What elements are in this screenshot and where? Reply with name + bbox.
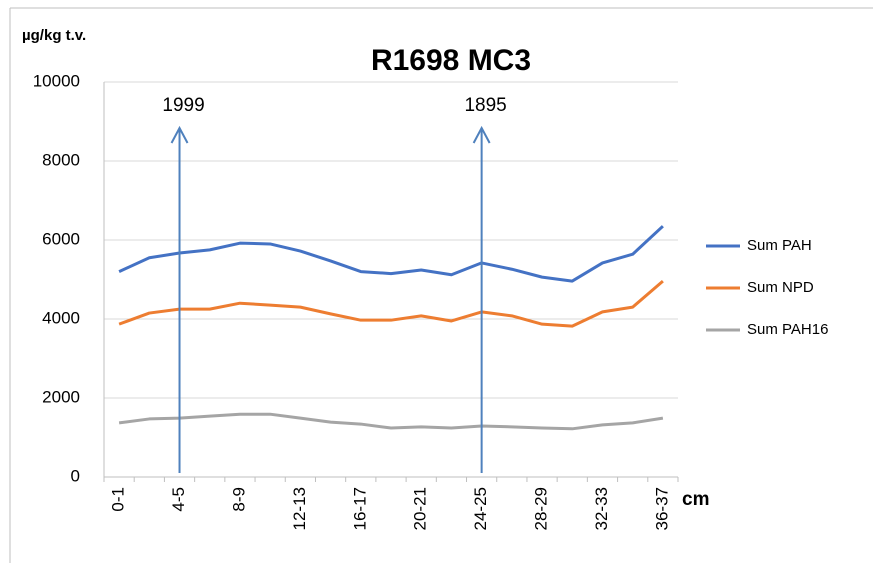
annotation-arrowhead (472, 125, 491, 144)
annotation-label: 1999 (162, 95, 204, 116)
legend-label: Sum PAH16 (747, 321, 828, 338)
y-tick-label: 10000 (33, 71, 80, 90)
y-tick-label: 8000 (42, 150, 80, 169)
y-tick-label: 2000 (42, 387, 80, 406)
annotation-label: 1895 (464, 95, 506, 116)
x-tick-label: 16-17 (350, 487, 369, 530)
x-tick-label: 8-9 (229, 487, 248, 512)
x-tick-label: 0-1 (109, 487, 128, 512)
y-tick-label: 4000 (42, 308, 80, 327)
annotation-arrowhead (170, 125, 189, 144)
y-axis-label: µg/kg t.v. (22, 27, 86, 44)
series-line (118, 225, 664, 283)
series-line (118, 279, 664, 328)
x-tick-label: 32-33 (592, 487, 611, 530)
x-tick-label: 36-37 (652, 487, 671, 530)
x-tick-label: 24-25 (471, 487, 490, 530)
x-tick-label: 20-21 (411, 487, 430, 530)
chart-title: R1698 MC3 (371, 44, 531, 77)
series-line (118, 412, 664, 431)
x-tick-label: 28-29 (532, 487, 551, 530)
x-tick-label: 12-13 (290, 487, 309, 530)
legend-label: Sum PAH (747, 237, 812, 254)
x-axis-label: cm (682, 489, 709, 510)
legend-label: Sum NPD (747, 279, 814, 296)
y-tick-label: 0 (71, 466, 80, 485)
x-tick-label: 4-5 (169, 487, 188, 512)
y-tick-label: 6000 (42, 229, 80, 248)
